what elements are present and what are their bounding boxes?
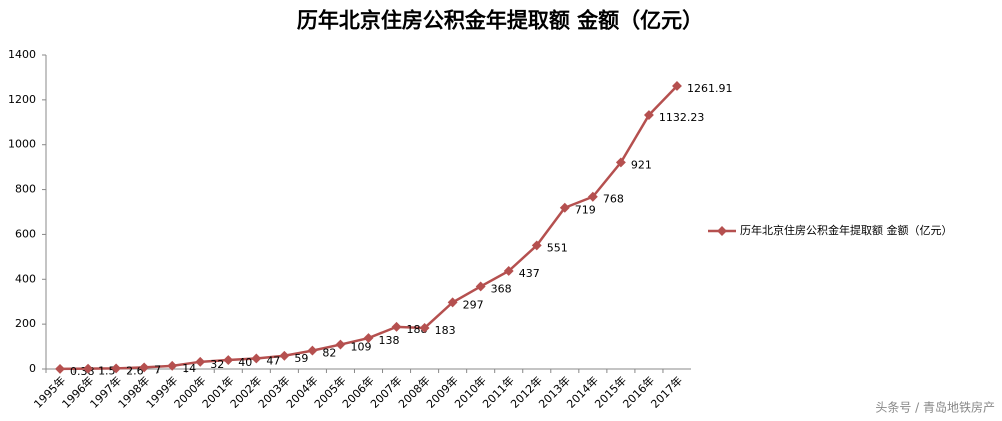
data-label: 59 [294,352,308,365]
data-label: 109 [350,341,371,354]
point [615,157,626,168]
point [643,110,654,121]
point [223,355,234,365]
y-tick-label: 800 [15,183,36,196]
y-tick-label: 0 [29,362,36,375]
data-label: 2.6 [126,364,144,377]
data-label: 437 [519,267,540,280]
y-tick-label: 1000 [8,138,36,151]
point [335,339,346,350]
chart-title: 历年北京住房公积金年提取额 金额（亿元） [297,8,703,33]
data-label: 82 [322,347,336,360]
point [672,81,682,91]
x-tick-label: 2017年 [648,373,685,410]
data-label: 297 [463,298,484,311]
data-label: 551 [547,241,568,254]
point [139,362,150,373]
data-label: 47 [266,354,280,367]
point [307,345,318,356]
legend-marker [717,226,727,236]
data-label: 32 [210,358,224,371]
data-label: 183 [435,324,456,337]
data-label: 1.5 [98,365,116,378]
data-label: 768 [603,193,624,206]
point [559,202,570,213]
y-tick-label: 1400 [8,48,36,61]
point [475,281,486,292]
point [195,356,206,367]
y-tick-label: 1200 [8,93,36,106]
data-label: 7 [154,363,161,376]
point [251,353,262,364]
series-line [60,85,678,371]
point [279,350,290,361]
point [363,333,374,343]
data-label: 138 [379,334,400,347]
point [391,321,402,332]
y-tick-label: 200 [15,317,36,330]
y-tick-label: 600 [15,227,36,240]
data-label: 921 [631,158,652,171]
data-label: 368 [491,282,512,295]
point [503,266,514,276]
data-label: 1132.23 [659,111,705,124]
point [447,297,458,308]
point [55,363,65,374]
point [587,191,598,202]
legend-label: 历年北京住房公积金年提取额 金额（亿元） [740,223,953,237]
data-label: 14 [182,362,196,375]
point [531,240,542,251]
data-label: 40 [238,356,252,369]
watermark: 头条号 / 青岛地铁房产 [875,400,995,415]
data-label: 1261.91 [687,82,733,95]
y-tick-label: 400 [15,272,36,285]
point [167,360,178,371]
point [419,323,430,333]
data-label: 719 [575,204,596,217]
